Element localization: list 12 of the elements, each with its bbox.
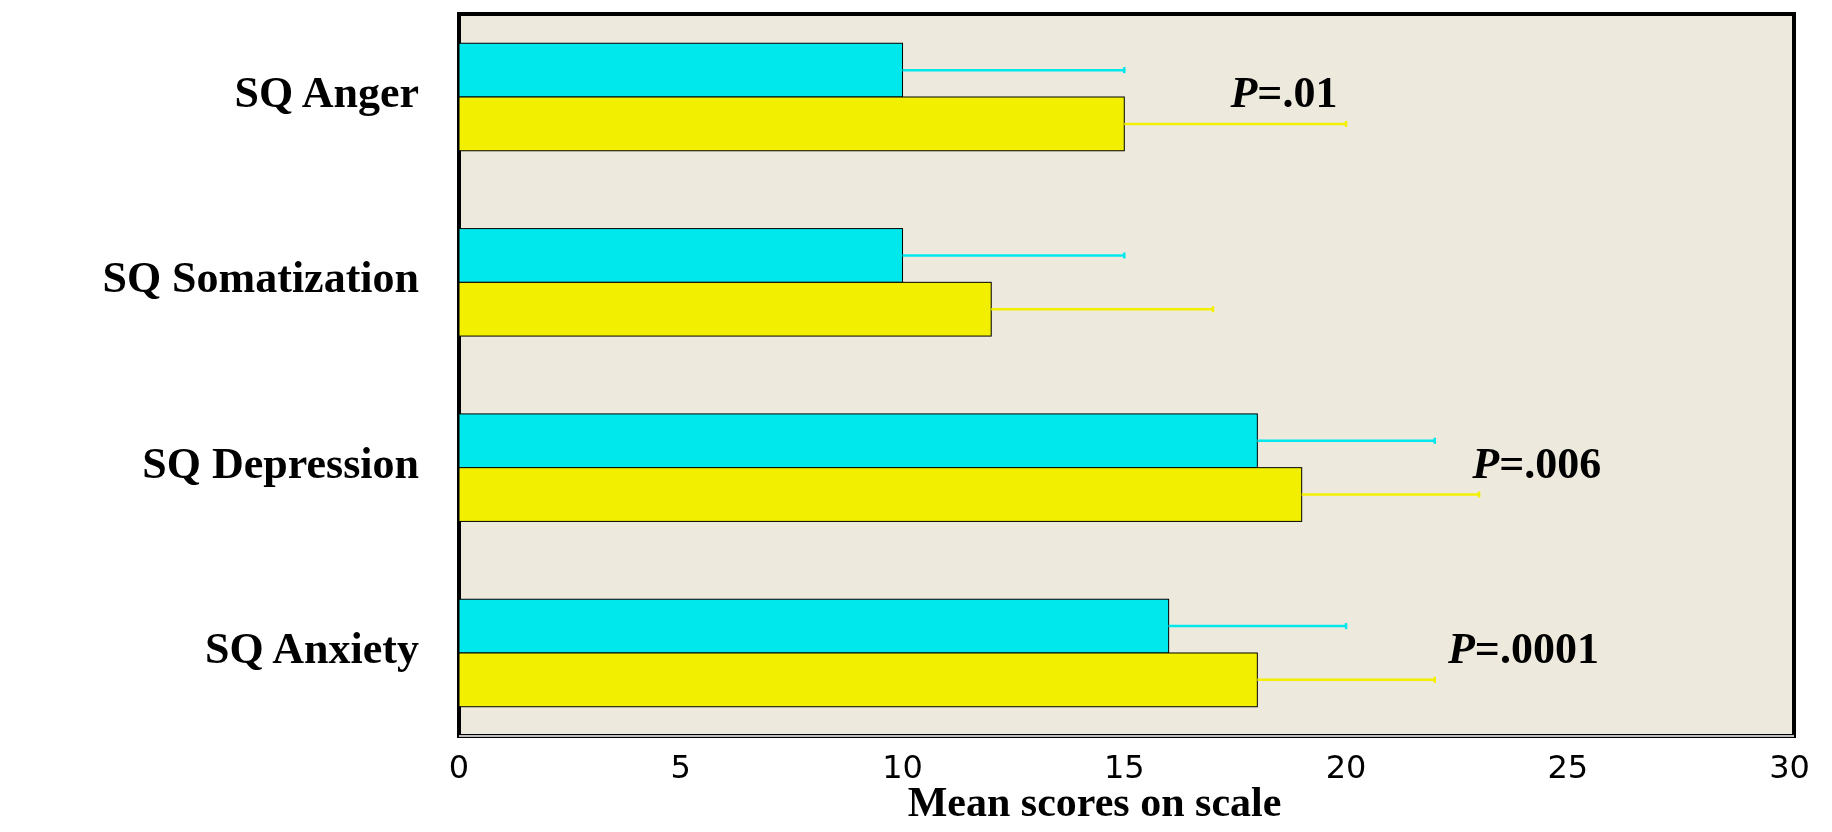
annotation: P=.006: [1471, 438, 1602, 488]
x-tick-label: 5: [670, 748, 691, 786]
x-tick-label: 0: [448, 748, 470, 786]
annotation: P=.0001: [1446, 624, 1599, 674]
x-tick-label: 25: [1547, 748, 1589, 786]
y-tick-label: SQ Anger: [234, 68, 419, 118]
x-tick-label: 30: [1769, 748, 1810, 786]
y-tick-label: SQ Depression: [142, 438, 419, 488]
x-tick-label: 20: [1325, 748, 1367, 786]
annotation: P=.01: [1229, 68, 1338, 118]
y-tick-label: SQ Somatization: [102, 253, 419, 303]
y-tick-label: SQ Anxiety: [205, 624, 419, 674]
